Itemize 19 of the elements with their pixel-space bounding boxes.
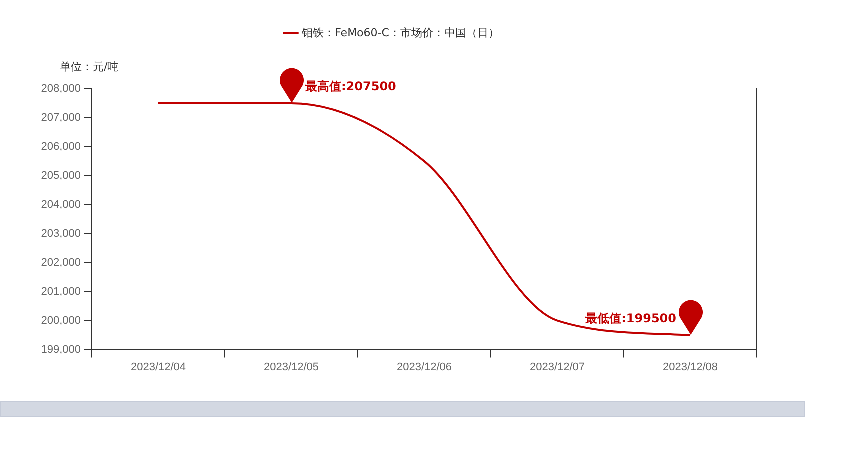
y-tick-label: 202,000: [41, 256, 81, 269]
y-tick-label: 203,000: [41, 228, 81, 240]
y-tick-label: 204,000: [41, 198, 81, 211]
x-tick-label: 2023/12/05: [264, 361, 320, 374]
x-tick-label: 2023/12/08: [662, 361, 718, 374]
x-tick-label: 2023/12/06: [396, 361, 452, 374]
y-tick-label: 207,000: [41, 112, 81, 124]
legend-label: 钼铁：FeMo60-C：市场价：中国（日）: [301, 26, 500, 40]
x-tick-label: 2023/12/07: [530, 361, 586, 374]
y-tick-label: 199,000: [41, 344, 81, 356]
y-tick-label: 208,000: [41, 83, 81, 96]
y-tick-label: 205,000: [41, 170, 81, 182]
y-tick-label: 200,000: [41, 314, 81, 327]
annotation: 最低值:199500: [584, 311, 676, 326]
annotation: 最高值:207500: [304, 80, 396, 94]
y-tick-label: 201,000: [41, 286, 81, 298]
y-tick-label: 206,000: [41, 140, 81, 153]
x-tick-label: 2023/12/04: [130, 361, 186, 374]
y-axis-title: 单位：元/吨: [60, 60, 119, 74]
